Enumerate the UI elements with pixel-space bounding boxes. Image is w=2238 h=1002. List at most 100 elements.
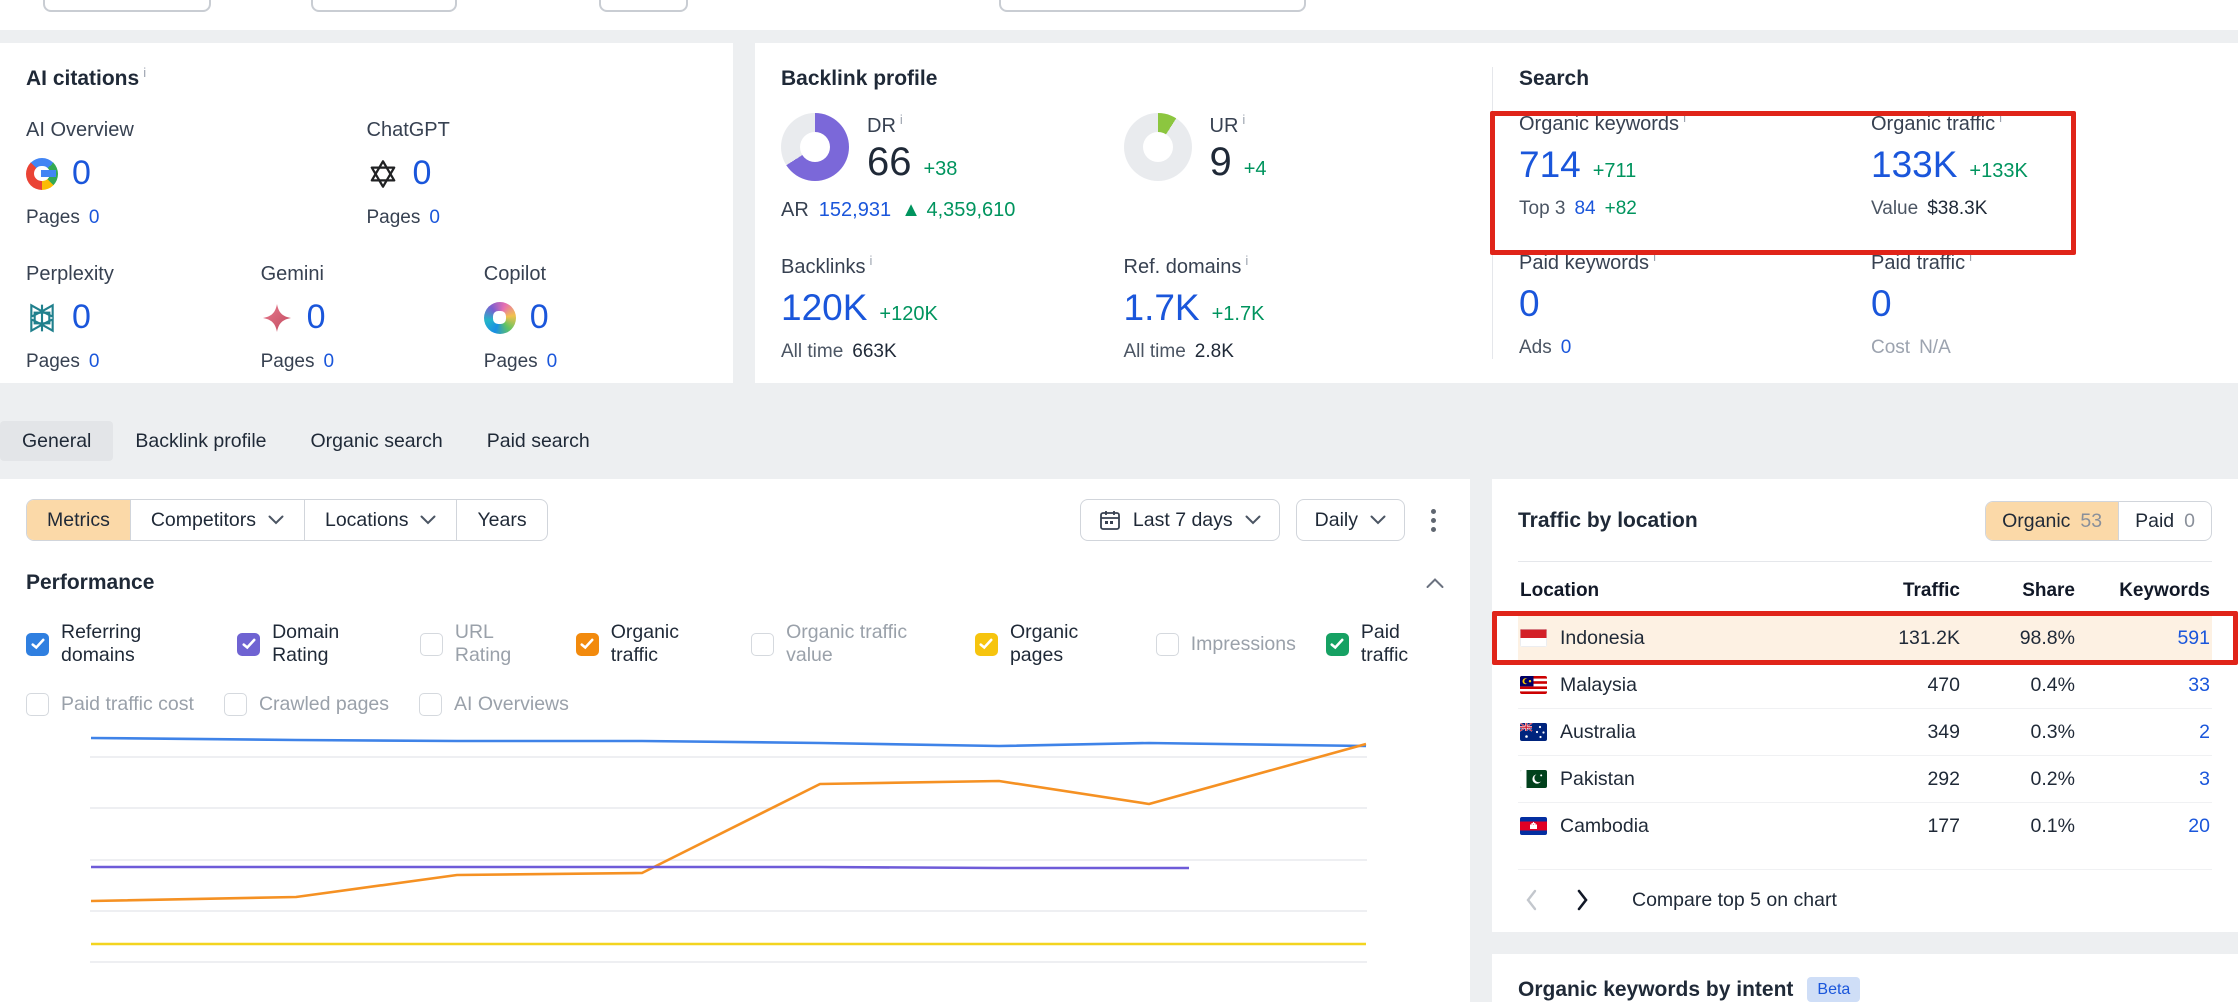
info-icon[interactable]: i [1653,249,1656,264]
tab-general[interactable]: General [0,421,114,461]
pages-count-link[interactable]: 0 [323,351,335,372]
keywords-count-link[interactable]: 20 [2188,814,2210,837]
next-page-icon[interactable] [1574,888,1590,912]
openai-icon [367,158,399,190]
divider [1518,561,2212,562]
segment-metrics[interactable]: Metrics [27,500,130,540]
checkbox-crawled-pages[interactable]: Crawled pages [223,693,389,716]
pages-count-link[interactable]: 0 [429,207,440,228]
tab-backlink-profile[interactable]: Backlink profile [135,429,267,452]
backlink-profile-section: Backlink profile DR i 66 +38 AR 152,931 ▲ 4,… [755,67,1492,362]
checkbox-organic-traffic-value[interactable]: Organic traffic value [751,621,945,667]
paid-traffic-block: Paid traffic i 0 Cost N/A [1871,249,1973,358]
checkbox-referring-domains[interactable]: Referring domains [26,621,207,667]
ar-value-link[interactable]: 152,931 [818,199,892,221]
table-row-pakistan[interactable]: Pakistan 292 0.2% 3 [1518,755,2212,802]
beta-badge: Beta [1807,977,1861,1002]
dr-delta: +38 [923,158,958,180]
segment-years[interactable]: Years [456,500,546,540]
pages-count-link[interactable]: 0 [88,351,100,372]
perplexity-icon [26,302,58,334]
cutoff-control[interactable] [43,0,211,12]
table-row-malaysia[interactable]: Malaysia 470 0.4% 33 [1518,661,2212,708]
table-row-cambodia[interactable]: Cambodia 177 0.1% 20 [1518,802,2212,849]
backlink-search-panel: Backlink profile DR i 66 +38 AR 152,931 ▲ 4,… [755,43,2238,383]
ai-provider-perplexity: Perplexity 0 Pages 0 [26,263,114,372]
ai-provider-copilot: Copilot 0 Pages 0 [483,263,558,372]
ai-provider-ai-overview: AI Overview 0 Pages 0 [26,119,134,228]
checkbox-box [26,693,49,716]
checkbox-paid-traffic-cost[interactable]: Paid traffic cost [26,693,194,716]
domain-rating-block: DR i 66 +38 AR 152,931 ▲ 4,359,610 [781,112,1016,221]
checkbox-url-rating[interactable]: URL Rating [419,621,546,667]
granularity-button[interactable]: Daily [1295,499,1405,541]
organic-keywords-by-intent-panel: Organic keywords by intent Beta [1492,954,2238,1002]
checkbox-paid-traffic[interactable]: Paid traffic [1325,621,1444,667]
checkbox-impressions[interactable]: Impressions [1155,632,1296,656]
url-rating-block: UR i 9 +4 [1123,112,1467,222]
ai-provider-chatgpt: ChatGPT 0 Pages 0 [366,119,450,228]
paid-keywords-value-link[interactable]: 0 [1519,283,1540,324]
segment-locations[interactable]: Locations [303,500,456,540]
pages-count-link[interactable]: 0 [546,351,558,372]
organic-keywords-value-link[interactable]: 714 [1519,144,1581,185]
chart-line-organic-traffic [90,742,1367,903]
info-icon[interactable]: i [869,253,873,268]
keywords-count-link[interactable]: 2 [2199,720,2210,743]
citation-count[interactable]: 0 [72,298,91,336]
cutoff-control[interactable] [311,0,457,12]
more-options-kebab-icon[interactable] [1423,503,1444,538]
performance-title: Performance [26,571,155,594]
checkbox-organic-pages[interactable]: Organic pages [974,621,1126,667]
info-icon[interactable]: i [1969,249,1973,264]
checkbox-domain-rating[interactable]: Domain Rating [237,621,390,667]
pages-count-link[interactable]: 0 [88,207,100,228]
info-icon[interactable]: i [1242,112,1246,127]
citation-count[interactable]: 0 [529,298,549,336]
cutoff-control[interactable] [599,0,688,12]
toggle-paid[interactable]: Paid 0 [2118,502,2211,540]
chart-line-referring-domains [90,736,1367,748]
tab-paid-search[interactable]: Paid search [486,429,590,452]
checkbox-box [1325,632,1349,656]
search-title: Search [1519,67,1590,90]
info-icon[interactable]: i [899,112,903,127]
ads-count-link[interactable]: 0 [1560,337,1572,358]
ref-domains-block: Ref. domains i 1.7K +1.7K All time 2.8K [1123,253,1265,362]
table-row-indonesia[interactable]: Indonesia 131.2K 98.8% 591 [1492,611,2238,665]
chevron-down-icon [1370,515,1386,525]
info-icon[interactable]: i [1999,110,2003,125]
segment-competitors[interactable]: Competitors [129,500,304,540]
organic-traffic-value-link[interactable]: 133K [1871,144,1958,185]
checkbox-ai-overviews[interactable]: AI Overviews [419,693,569,716]
info-icon[interactable]: i [1245,253,1249,268]
checkbox-organic-traffic[interactable]: Organic traffic [575,621,721,667]
citation-count[interactable]: 0 [306,298,326,336]
info-icon[interactable]: i [1683,110,1686,125]
prev-page-icon[interactable] [1524,888,1540,912]
dr-donut-chart [781,113,849,181]
keywords-count-link[interactable]: 3 [2199,767,2210,790]
checkbox-box [1155,632,1179,656]
indonesia-flag-icon [1520,629,1547,647]
top3-count-link[interactable]: 84 [1574,198,1596,219]
chevron-down-icon [420,515,436,525]
citation-count[interactable]: 0 [412,154,432,192]
toggle-organic[interactable]: Organic 53 [1986,502,2119,540]
collapse-chevron-up-icon[interactable] [1426,577,1444,589]
ref-domains-value-link[interactable]: 1.7K [1123,287,1200,328]
table-row-australia[interactable]: Australia 349 0.3% 2 [1518,708,2212,755]
tab-organic-search[interactable]: Organic search [310,429,443,452]
backlinks-value-link[interactable]: 120K [781,287,868,328]
keywords-count-link[interactable]: 591 [2177,626,2210,649]
location-table-header: Location Traffic Share Keywords [1520,580,2210,601]
organic-keywords-block: Organic keywords i 714 +711 Top 3 84 +82 [1519,110,1686,219]
checkbox-box [419,693,443,716]
date-range-button[interactable]: Last 7 days [1079,499,1280,541]
info-icon[interactable]: i [143,65,147,80]
keywords-count-link[interactable]: 33 [2188,673,2210,696]
cutoff-control[interactable] [999,0,1306,12]
paid-traffic-value-link[interactable]: 0 [1871,283,1892,324]
citation-count[interactable]: 0 [72,154,91,192]
ur-donut-chart [1123,113,1192,181]
